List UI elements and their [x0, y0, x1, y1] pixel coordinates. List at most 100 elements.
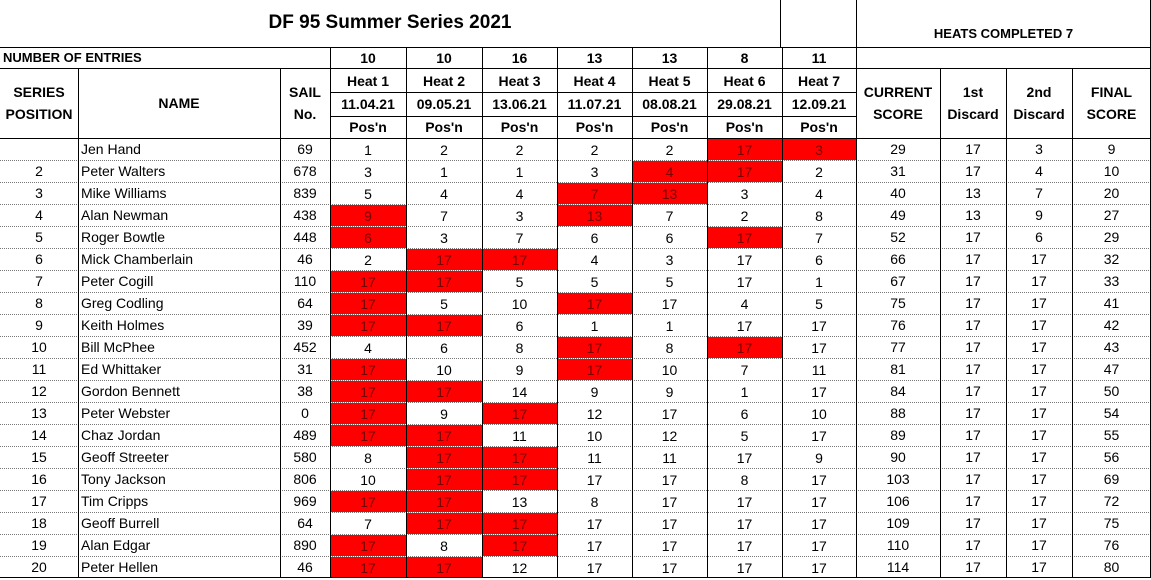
- sailor-name: Roger Bowtle: [81, 229, 166, 245]
- heat-position: 8: [590, 493, 599, 510]
- second-discard: 17: [1031, 273, 1047, 289]
- heat-position: 13: [511, 493, 528, 510]
- heat-date: 29.08.21: [717, 96, 772, 112]
- name-header: NAME: [158, 95, 200, 111]
- final-score: 55: [1103, 427, 1120, 443]
- entries-count: 10: [360, 50, 376, 66]
- heat-position: 9: [815, 449, 823, 466]
- heat-position: 13: [632, 183, 707, 204]
- grid-line: [0, 138, 1151, 139]
- heat-position: 11: [811, 361, 827, 378]
- current-score: 106: [886, 493, 910, 509]
- heat-position: 17: [707, 139, 782, 160]
- heat-position: 17: [736, 515, 753, 532]
- heat-position: 4: [364, 339, 372, 356]
- sail-number: 69: [297, 141, 313, 157]
- heat-position: 4: [590, 251, 599, 268]
- grid-line: [406, 47, 407, 578]
- row-divider: [0, 446, 1151, 447]
- row-divider: [0, 248, 1151, 249]
- heat-position: 2: [815, 163, 823, 180]
- grid-line: [632, 47, 633, 578]
- sailor-name: Jen Hand: [81, 141, 141, 157]
- heat-position: 7: [557, 183, 632, 204]
- heat-position: 6: [815, 251, 823, 268]
- first-discard: 13: [965, 207, 981, 223]
- series-position-header: SERIES POSITION: [0, 68, 78, 138]
- series-position: 11: [31, 361, 47, 377]
- heat-date: 13.06.21: [492, 96, 547, 112]
- heat-position: 17: [482, 469, 557, 490]
- heat-position: 5: [590, 273, 599, 290]
- second-discard: 4: [1035, 163, 1043, 179]
- heat-position: 8: [440, 537, 448, 554]
- second-discard: 17: [1031, 515, 1047, 531]
- heat-position: 17: [557, 337, 632, 358]
- sailor-name: Greg Codling: [81, 295, 164, 311]
- heat-position: 4: [815, 185, 823, 202]
- heat-label: Heat 1: [346, 73, 390, 89]
- heat-position: 17: [811, 471, 827, 488]
- sail-number: 110: [293, 273, 317, 289]
- second-discard: 17: [1031, 449, 1047, 465]
- heat-position: 17: [557, 359, 632, 380]
- grid-line: [0, 47, 1151, 48]
- final-score: 56: [1103, 449, 1120, 465]
- heat-position: 17: [586, 471, 603, 488]
- current-score: 66: [890, 251, 906, 267]
- first-discard: 17: [965, 295, 981, 311]
- grid-line: [707, 47, 708, 578]
- sailor-name: Mick Chamberlain: [81, 251, 194, 267]
- page-title: DF 95 Summer Series 2021: [268, 12, 512, 33]
- heat-position: 5: [515, 273, 524, 290]
- final-score: 50: [1103, 383, 1120, 399]
- final-score: 47: [1103, 361, 1120, 377]
- sailor-name: Mike Williams: [81, 185, 167, 201]
- heat-position: 17: [482, 403, 557, 424]
- heat-position: 17: [661, 493, 678, 510]
- heat-position: 17: [406, 249, 482, 270]
- heat-position: 17: [661, 515, 678, 532]
- first-discard: 17: [965, 229, 981, 245]
- row-divider: [0, 160, 1151, 161]
- grid-line: [280, 68, 281, 578]
- sail-number: 452: [293, 339, 317, 355]
- grid-line: [78, 68, 79, 578]
- sailor-name: Peter Walters: [81, 163, 166, 179]
- row-divider: [0, 270, 1151, 271]
- final-score-header-line: SCORE: [1086, 106, 1137, 122]
- series-position: 8: [35, 295, 43, 311]
- sail-no-header: SAIL No.: [280, 68, 330, 138]
- heat-position: 17: [330, 535, 406, 556]
- second-discard: 17: [1031, 537, 1047, 553]
- heat-position: 2: [590, 141, 599, 158]
- heat-position: 11: [587, 449, 602, 466]
- current-score-header: CURRENT SCORE: [856, 68, 940, 138]
- first-discard: 13: [965, 185, 981, 201]
- first-discard-header-line: Discard: [947, 106, 999, 122]
- heat-pos-label: Pos'n: [575, 119, 614, 135]
- series-position: 13: [31, 405, 47, 421]
- heat-position: 8: [665, 339, 674, 356]
- heat-position: 11: [512, 427, 527, 444]
- sail-number: 438: [293, 207, 317, 223]
- entries-count: 11: [811, 50, 827, 66]
- heat-position: 17: [406, 271, 482, 292]
- sailor-name: Peter Cogill: [81, 273, 154, 289]
- heat-position: 6: [440, 339, 448, 356]
- second-discard: 17: [1031, 361, 1047, 377]
- heat-position: 17: [736, 493, 753, 510]
- second-discard: 6: [1035, 229, 1043, 245]
- heat-position: 17: [661, 405, 678, 422]
- heat-position: 5: [364, 185, 372, 202]
- second-discard: 3: [1035, 141, 1043, 157]
- current-score: 110: [886, 537, 910, 553]
- heat-position: 12: [586, 405, 603, 422]
- grid-line: [330, 116, 856, 117]
- heat-position: 1: [740, 383, 749, 400]
- second-discard: 17: [1031, 295, 1047, 311]
- current-score: 103: [886, 471, 910, 487]
- second-discard: 7: [1035, 185, 1043, 201]
- sail-number: 489: [293, 427, 317, 443]
